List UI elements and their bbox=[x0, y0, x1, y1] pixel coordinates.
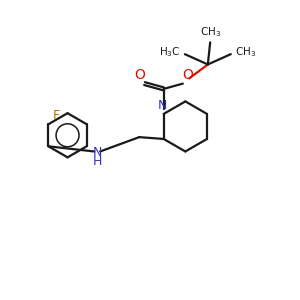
Text: H: H bbox=[92, 155, 102, 168]
Text: CH$_3$: CH$_3$ bbox=[235, 45, 256, 59]
Text: H$_3$C: H$_3$C bbox=[159, 45, 180, 59]
Text: N: N bbox=[92, 146, 102, 159]
Text: O: O bbox=[183, 68, 194, 82]
Text: CH$_3$: CH$_3$ bbox=[200, 25, 221, 39]
Text: F: F bbox=[52, 109, 59, 122]
Text: N: N bbox=[158, 99, 167, 112]
Text: O: O bbox=[134, 68, 145, 82]
